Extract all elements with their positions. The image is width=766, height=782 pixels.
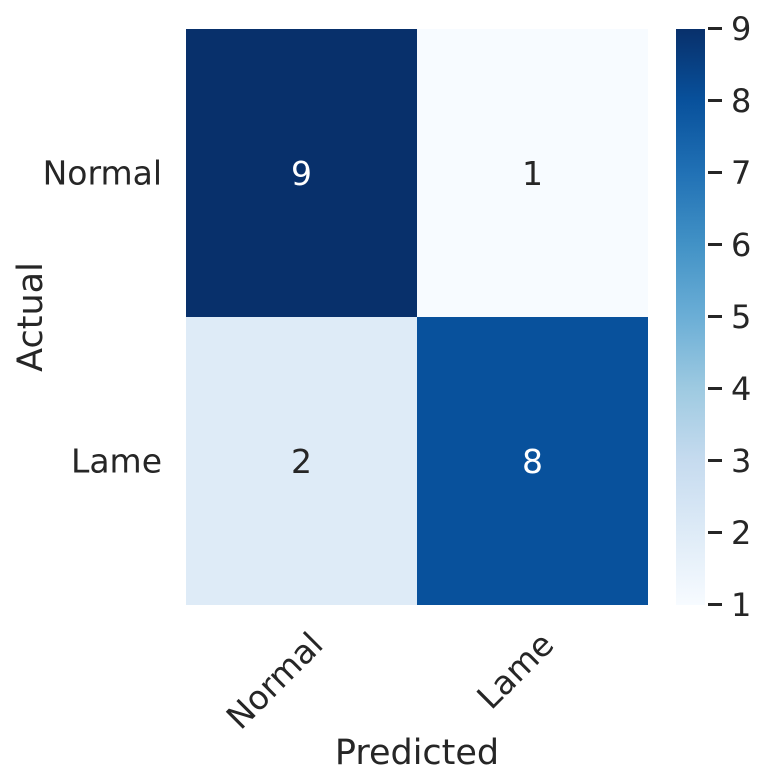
colorbar-tick-label-6: 6 — [731, 226, 752, 264]
colorbar-tick-mark — [708, 603, 722, 606]
colorbar-tick-label-2: 2 — [731, 514, 752, 552]
colorbar-tick-label-3: 3 — [731, 442, 752, 480]
colorbar-tick-label-4: 4 — [731, 370, 752, 408]
heatmap-cell-actual-lame-pred-lame: 8 — [417, 317, 648, 605]
x-tick-label-normal: Normal — [218, 624, 331, 737]
heatmap-cell-actual-normal-pred-normal: 9 — [186, 29, 417, 317]
heatmap-cell-actual-normal-pred-lame: 1 — [417, 29, 648, 317]
y-tick-label-lame: Lame — [70, 441, 162, 481]
colorbar-tick-mark — [708, 171, 722, 174]
colorbar-tick-mark — [708, 315, 722, 318]
heatmap-cell-actual-lame-pred-normal: 2 — [186, 317, 417, 605]
colorbar-tick-label-9: 9 — [731, 10, 752, 48]
colorbar-tick-mark — [708, 459, 722, 462]
colorbar-gradient — [676, 29, 705, 605]
colorbar-tick-label-8: 8 — [731, 82, 752, 120]
confusion-matrix-heatmap: 9 1 2 8 — [186, 29, 648, 605]
y-axis-title: Actual — [11, 262, 51, 372]
x-tick-label-lame: Lame — [469, 624, 562, 717]
colorbar-tick-label-5: 5 — [731, 298, 752, 336]
colorbar-tick-mark — [708, 531, 722, 534]
colorbar-tick-mark — [708, 387, 722, 390]
colorbar-tick-label-1: 1 — [731, 586, 752, 624]
colorbar-tick-mark — [708, 99, 722, 102]
colorbar-tick-mark — [708, 27, 722, 30]
y-tick-label-normal: Normal — [42, 153, 162, 193]
colorbar-tick-mark — [708, 243, 722, 246]
x-axis-title: Predicted — [334, 733, 500, 773]
colorbar-tick-label-7: 7 — [731, 154, 752, 192]
